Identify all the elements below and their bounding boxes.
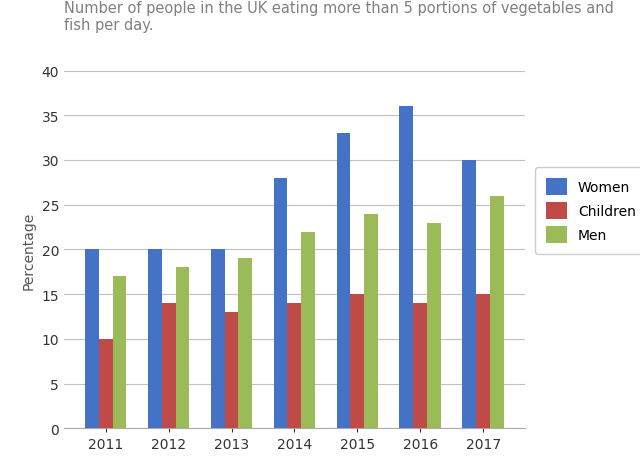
Bar [239, 259, 252, 428]
Bar [337, 134, 350, 428]
Y-axis label: Percentage: Percentage [22, 211, 36, 289]
Bar [148, 250, 162, 428]
Bar [490, 197, 504, 428]
Bar [427, 223, 441, 428]
Bar [175, 268, 189, 428]
Bar [287, 304, 301, 428]
Bar [413, 304, 427, 428]
Bar [211, 250, 225, 428]
Bar [162, 304, 175, 428]
Text: Number of people in the UK eating more than 5 portions of vegetables and fish pe: Number of people in the UK eating more t… [64, 1, 614, 33]
Bar [301, 232, 315, 428]
Bar [462, 161, 476, 428]
Legend: Women, Children, Men: Women, Children, Men [535, 168, 640, 254]
Bar [476, 295, 490, 428]
Bar [99, 339, 113, 428]
Bar [85, 250, 99, 428]
Bar [225, 312, 239, 428]
Bar [274, 178, 287, 428]
Bar [364, 214, 378, 428]
Bar [350, 295, 364, 428]
Bar [113, 277, 127, 428]
Bar [399, 107, 413, 428]
